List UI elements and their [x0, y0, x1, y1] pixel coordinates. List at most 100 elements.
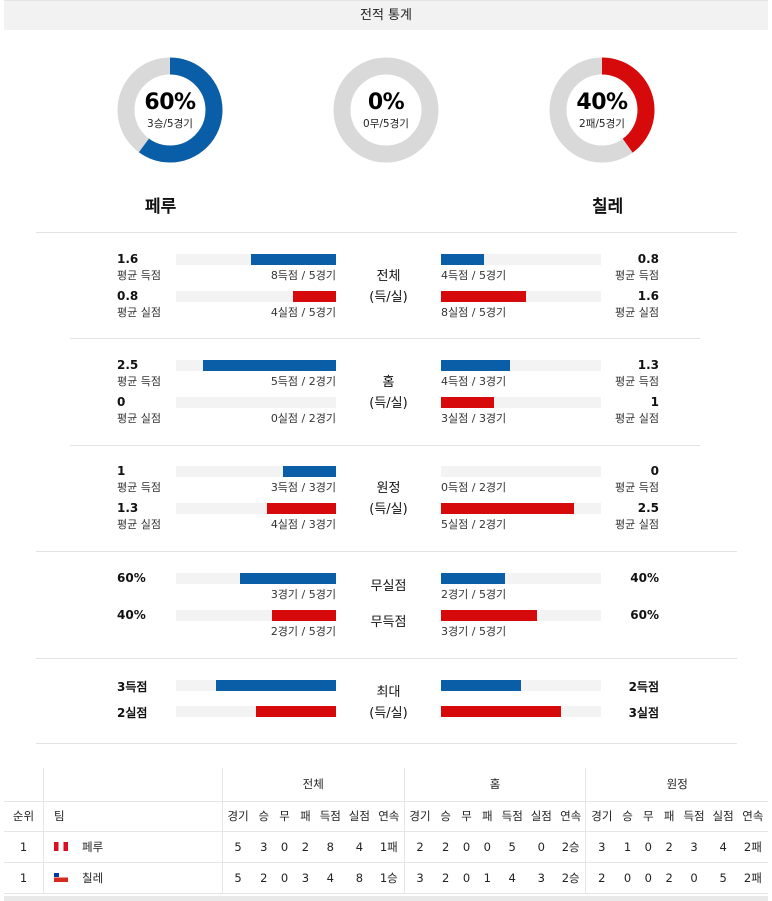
bar-fill [441, 573, 505, 584]
team-cell[interactable]: 페루 [42, 831, 223, 863]
stat-cell: 1 [476, 862, 498, 894]
home-no-goal-caption: 2경기 / 5경기 [270, 625, 336, 638]
section-title: 원정 [376, 481, 401, 496]
section-title: 홈 [382, 375, 395, 390]
home-away-avg-scored: 1.3 [637, 358, 659, 372]
bar-fill [272, 610, 336, 621]
column-header: 경기 [585, 801, 618, 832]
away-no-goal-bar [441, 610, 601, 621]
away-away-scored-caption: 0득점 / 2경기 [441, 481, 507, 494]
stat-cell: 0 [637, 831, 659, 863]
max-section-label: 최대 (득/실) [336, 682, 441, 724]
stat-cell: 5 [497, 831, 527, 863]
bar-fill [267, 503, 336, 514]
stat-cell: 2 [253, 862, 275, 894]
bar-fill [441, 706, 561, 717]
team-cell[interactable]: 칠레 [42, 862, 223, 894]
home-home-avg-scored: 2.5 [117, 358, 139, 372]
bar-fill [441, 503, 574, 514]
column-header: 경기 [403, 801, 436, 832]
rank-cell: 1 [4, 862, 44, 894]
away-max-scored-bar [441, 680, 601, 691]
stat-cell: 2 [658, 862, 680, 894]
stat-cell: 3 [679, 831, 709, 863]
section-subtitle: (득/실) [369, 290, 408, 305]
column-header: 팀 [42, 801, 223, 832]
total-away-conceded-caption: 8실점 / 5경기 [441, 306, 507, 319]
column-header: 무 [274, 801, 295, 832]
away-no-goal-pct: 60% [630, 608, 659, 622]
total-home-avg-scored-label: 평균 득점 [117, 269, 161, 282]
away-home-avg-scored-label: 평균 득점 [117, 481, 161, 494]
total-home-avg-conceded: 0.8 [117, 289, 139, 303]
stat-cell: 0 [617, 862, 638, 894]
away-away-scored-bar [441, 466, 601, 477]
team-name[interactable]: 페루 [81, 839, 104, 854]
group-total: 전체 [221, 768, 405, 802]
stat-cell: 3 [403, 862, 436, 894]
column-header: 득점 [497, 801, 527, 832]
bar-fill [441, 254, 485, 265]
total-away-scored-caption: 4득점 / 5경기 [441, 269, 507, 282]
home-team-name: 페루 [145, 197, 177, 217]
away-clean-sheet-bar [441, 573, 601, 584]
total-away-avg-scored: 0.8 [637, 252, 659, 266]
rank-cell: 1 [4, 831, 44, 863]
home-no-goal-pct: 40% [117, 608, 146, 622]
home-max-conceded-bar [176, 706, 336, 717]
stat-cell: 3 [526, 862, 556, 894]
away-away-avg-scored-label: 평균 득점 [615, 481, 659, 494]
stat-cell: 3 [585, 831, 618, 863]
away-clean-sheet-caption: 2경기 / 5경기 [441, 588, 507, 601]
bar-fill [441, 360, 510, 371]
away-away-conceded-bar [441, 503, 601, 514]
home-max-scored: 3득점 [117, 680, 148, 694]
column-header: 패 [658, 801, 680, 832]
stats-header: 전적 통계 [4, 0, 768, 30]
loss-rate-donut-ring [549, 57, 655, 163]
bar-fill [283, 466, 336, 477]
away-clean-sheet-pct: 40% [630, 571, 659, 585]
away-away-conceded-caption: 5실점 / 2경기 [441, 518, 507, 531]
column-header: 실점 [526, 801, 556, 832]
stat-cell: 2 [435, 831, 457, 863]
away-home-scored-bar [176, 466, 336, 477]
total-away-avg-conceded: 1.6 [637, 289, 659, 303]
away-team-name: 칠레 [592, 197, 624, 217]
draw-rate-donut: 0% 0무/5경기 [332, 56, 440, 164]
team-name[interactable]: 칠레 [81, 870, 104, 885]
column-header: 패 [476, 801, 498, 832]
divider [36, 658, 737, 659]
group-away: 원정 [585, 768, 768, 802]
bar-fill [256, 706, 336, 717]
column-header: 득점 [315, 801, 345, 832]
divider [70, 445, 700, 446]
donut-track [333, 57, 439, 163]
section-title: 전체 [376, 269, 401, 284]
home-home-scored-caption: 5득점 / 2경기 [270, 375, 336, 388]
no-goal-label: 무득점 [370, 615, 407, 630]
away-section-label: 원정 (득/실) [336, 478, 441, 520]
column-header: 득점 [679, 801, 709, 832]
total-home-scored-caption: 8득점 / 5경기 [270, 269, 336, 282]
home-home-avg-scored-label: 평균 득점 [117, 375, 161, 388]
home-away-avg-conceded-label: 평균 실점 [615, 412, 659, 425]
column-header: 승 [253, 801, 275, 832]
column-header: 연속 [737, 801, 768, 832]
home-away-avg-scored-label: 평균 득점 [615, 375, 659, 388]
total-home-scored-bar [176, 254, 336, 265]
stat-cell: 5 [221, 862, 254, 894]
bar-fill [292, 291, 336, 302]
total-away-conceded-bar [441, 291, 601, 302]
column-header: 승 [435, 801, 457, 832]
stat-cell: 1승 [373, 862, 405, 894]
group-home: 홈 [403, 768, 586, 802]
stat-cell: 0 [274, 862, 295, 894]
bar-fill [203, 360, 336, 371]
away-home-scored-caption: 3득점 / 3경기 [270, 481, 336, 494]
away-home-conceded-caption: 4실점 / 3경기 [270, 518, 336, 531]
stat-cell: 8 [315, 831, 345, 863]
stat-cell: 5 [221, 831, 254, 863]
home-away-conceded-bar [441, 397, 601, 408]
column-header: 연속 [373, 801, 405, 832]
